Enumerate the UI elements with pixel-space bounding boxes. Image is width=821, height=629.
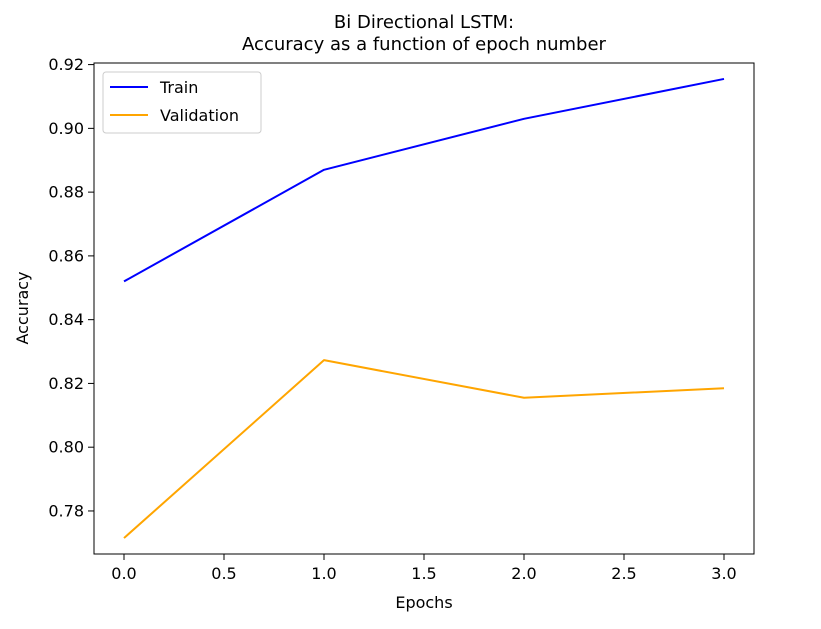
x-tick-label: 1.5 [411, 564, 436, 583]
plot-area-frame [93, 62, 755, 555]
y-tick-label: 0.82 [48, 374, 84, 393]
y-tick-label: 0.88 [48, 183, 84, 202]
y-axis-label: Accuracy [13, 271, 32, 344]
x-tick-label: 2.5 [611, 564, 636, 583]
legend: Train Validation [102, 71, 262, 134]
y-tick-label: 0.80 [48, 438, 84, 457]
y-tick-label: 0.84 [48, 310, 84, 329]
x-axis-label: Epochs [395, 593, 452, 612]
chart-title-line-2: Accuracy as a function of epoch number [242, 34, 606, 55]
y-tick-label: 0.92 [48, 55, 84, 74]
legend-label-validation: Validation [160, 106, 239, 125]
y-tick-label: 0.90 [48, 119, 84, 138]
legend-label-train: Train [159, 78, 198, 97]
series-layer [123, 77, 725, 539]
x-tick-label: 3.0 [711, 564, 736, 583]
y-tick-label: 0.86 [48, 246, 84, 265]
x-tick-label: 2.0 [511, 564, 536, 583]
x-tick-label: 0.0 [111, 564, 136, 583]
series-line-validation [123, 359, 725, 539]
series-line-train [123, 77, 725, 283]
chart-title-line-1: Bi Directional LSTM: [334, 12, 514, 33]
y-tick-label: 0.78 [48, 501, 84, 520]
x-tick-label: 1.0 [311, 564, 336, 583]
x-tick-label: 0.5 [211, 564, 236, 583]
tick-layer: 0.0 0.5 1.0 1.5 2.0 2.5 3.0 0.78 0.80 0.82 0.84 0.8… [48, 55, 736, 583]
